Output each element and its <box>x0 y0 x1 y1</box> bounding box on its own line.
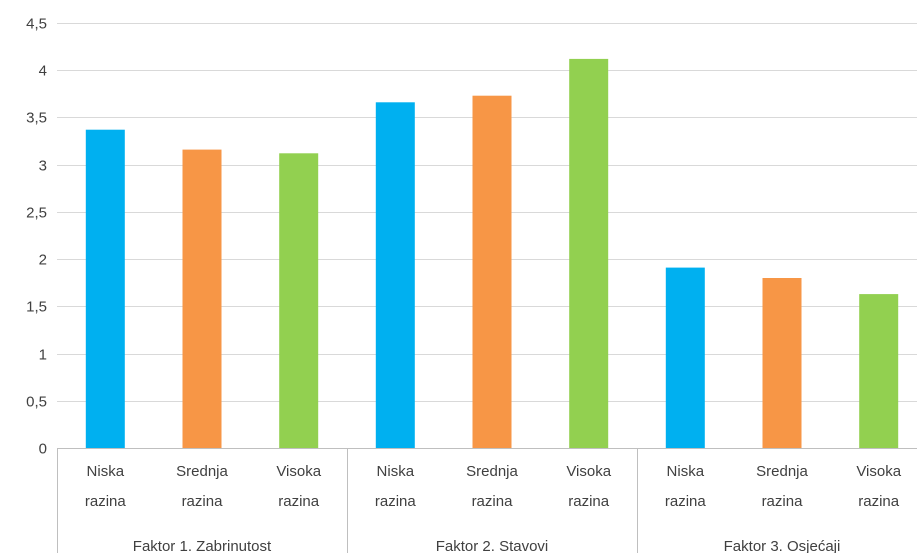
category-label-line2: razina <box>568 493 610 510</box>
category-label-line1: Srednja <box>176 463 228 480</box>
y-tick-label: 3,5 <box>26 110 47 127</box>
category-label-line1: Niska <box>377 463 415 480</box>
category-label-line1: Srednja <box>756 463 808 480</box>
bar <box>85 129 125 448</box>
bar <box>665 267 705 448</box>
group-label: Faktor 3. Osjećaji <box>724 538 841 553</box>
y-tick-label: 0,5 <box>26 394 47 411</box>
category-label-line1: Srednja <box>466 463 518 480</box>
y-tick-label: 2,5 <box>26 205 47 222</box>
category-label-line1: Visoka <box>276 463 321 480</box>
group-label: Faktor 2. Stavovi <box>436 538 549 553</box>
bar <box>182 149 222 448</box>
bar <box>762 278 802 448</box>
category-label-line2: razina <box>762 493 804 510</box>
y-tick-label: 1,5 <box>26 299 47 316</box>
y-tick-label: 2 <box>39 252 47 269</box>
y-tick-label: 3 <box>39 158 47 175</box>
category-label-line2: razina <box>182 493 224 510</box>
y-tick-label: 4 <box>39 63 47 80</box>
y-tick-label: 1 <box>39 347 47 364</box>
category-label-line2: razina <box>375 493 417 510</box>
bar <box>569 58 609 449</box>
group-label: Faktor 1. Zabrinutost <box>133 538 272 553</box>
category-label-line2: razina <box>85 493 127 510</box>
category-label-line1: Visoka <box>566 463 611 480</box>
y-tick-label: 4,5 <box>26 16 47 33</box>
category-label-line1: Visoka <box>856 463 901 480</box>
bar <box>375 102 415 449</box>
y-tick-label: 0 <box>39 441 47 458</box>
bar <box>472 95 512 448</box>
category-label-line2: razina <box>278 493 320 510</box>
bar <box>859 294 899 448</box>
category-label-line2: razina <box>665 493 707 510</box>
category-label-line1: Niska <box>87 463 125 480</box>
category-label-line1: Niska <box>667 463 705 480</box>
category-label-line2: razina <box>472 493 514 510</box>
bar <box>279 153 319 449</box>
category-label-line2: razina <box>858 493 900 510</box>
